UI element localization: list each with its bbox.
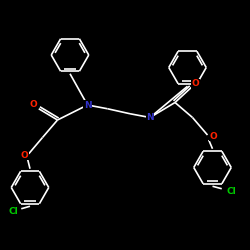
Text: O: O [192,79,200,88]
Text: Cl: Cl [226,187,236,196]
Text: N: N [146,113,154,122]
Text: N: N [84,100,91,110]
Text: O: O [30,100,38,110]
Text: O: O [209,132,217,141]
Text: O: O [20,150,28,160]
Text: Cl: Cl [9,207,18,216]
